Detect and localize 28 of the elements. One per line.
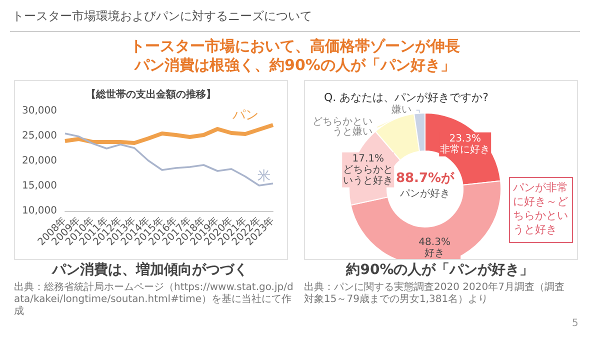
y-tick-label: 15,000 bbox=[22, 180, 57, 192]
series-label: 米 bbox=[257, 169, 270, 184]
text: 88.7%が bbox=[396, 171, 456, 186]
y-tick-label: 10,000 bbox=[22, 206, 57, 216]
slice-label: 嫌い bbox=[391, 104, 412, 116]
source-note: 出典：パンに関する実態調査2020 2020年7月調査（調査対象15～79歳までの男女1,381名）より bbox=[304, 282, 566, 306]
y-tick-label: 25,000 bbox=[22, 130, 57, 142]
slice-label: 好き bbox=[424, 248, 445, 260]
series-label: パン bbox=[231, 108, 258, 123]
text: 5 bbox=[572, 318, 578, 329]
slice-label: どちらかというと嫌い bbox=[312, 116, 372, 138]
line-series bbox=[64, 132, 274, 186]
speech-bubble: パンが非常に好き～どちらかというと好き bbox=[509, 177, 573, 243]
chart-title: Q. あなたは、パンが好きですか? bbox=[324, 91, 489, 104]
chart-title: 【総世帯の支出金額の推移】 bbox=[86, 88, 216, 100]
source-note: 出典：総務省統計局ホームページ（https://www.stat.go.jp/data/kakei/longtime/soutan.html#time）を基に当社にて作成 bbox=[14, 282, 294, 318]
data-label: 48.3% bbox=[418, 237, 450, 248]
text: パン消費は根強く、約90%の人が「パン好き」 bbox=[133, 56, 456, 75]
y-tick-label: 30,000 bbox=[22, 106, 57, 116]
text: パン消費は、増加傾向がつづく bbox=[50, 261, 249, 279]
slice-label: 非常に好き bbox=[440, 143, 490, 156]
text: トースター市場環境およびパンに対するニーズについて bbox=[12, 8, 312, 25]
text: 約90%の人が「パンが好き」 bbox=[344, 261, 535, 279]
y-tick-label: 20,000 bbox=[22, 156, 57, 166]
line-series bbox=[63, 123, 275, 145]
text: パンが好き bbox=[399, 188, 450, 200]
data-label: 23.3% bbox=[449, 133, 481, 144]
text: トースター市場において、高価格帯ゾーンが伸長 bbox=[129, 37, 461, 56]
